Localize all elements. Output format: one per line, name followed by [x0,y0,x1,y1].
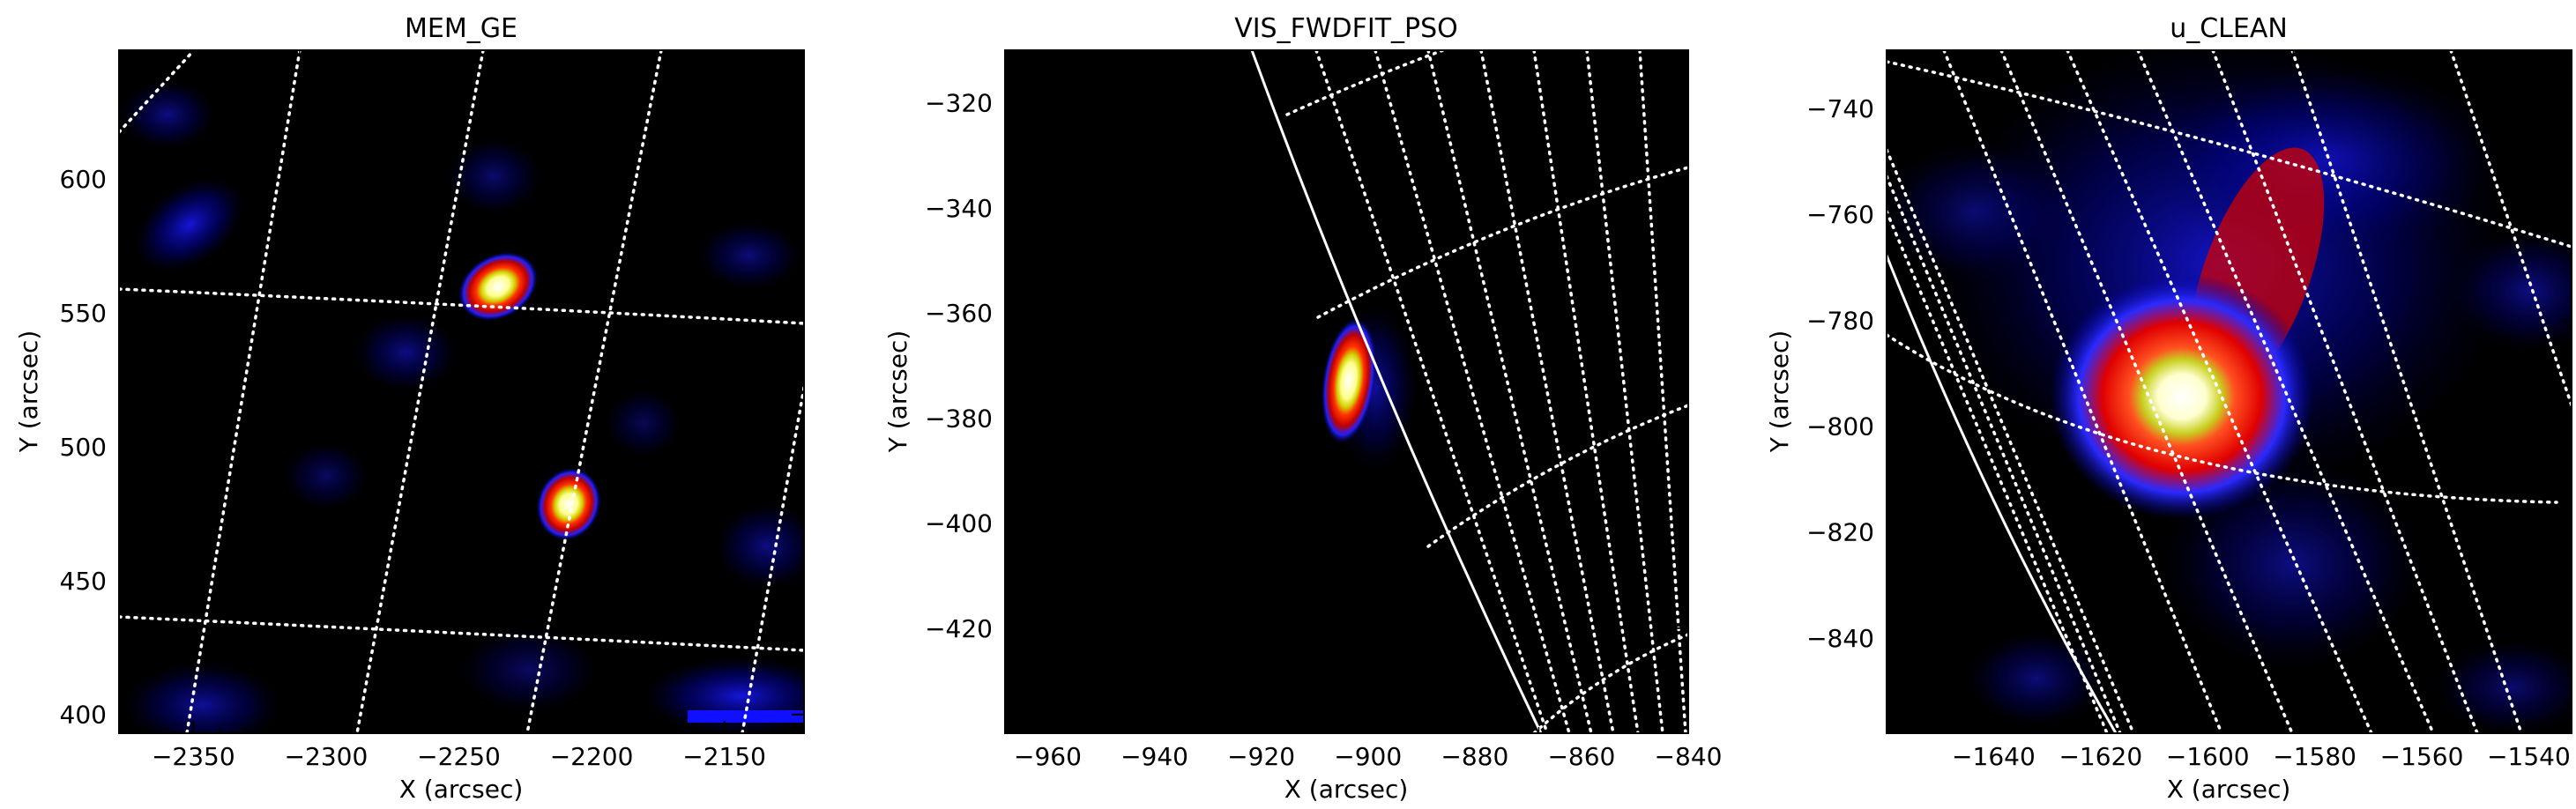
y-tick-label: −780 [1806,306,1874,335]
faint-emission [2151,62,2504,256]
x-tick-label: −1540 [2487,742,2571,771]
faint-emission [134,176,245,273]
y-tick-label: −840 [1806,624,1874,653]
faint-emission [696,220,802,291]
axes: −960 −940 −920 −900 −880 −860 −840 −320 −340 −360… [925,50,1722,771]
y-tick-label: −740 [1806,94,1874,123]
x-tick-label: −2300 [285,742,369,771]
panel-title: VIS_FWDFIT_PSO [1234,13,1458,44]
heliographic-grid [119,50,804,733]
x-axis-label: X (arcsec) [1284,775,1409,804]
image-area [1887,50,2572,733]
panel-title: MEM_GE [405,13,517,44]
x-tick-label: −2200 [550,742,634,771]
x-tick-label: −2250 [417,742,501,771]
y-tick-label: 500 [60,433,107,462]
faint-emission [2451,229,2572,353]
y-axis-label: Y (arcsec) [14,330,43,454]
y-tick-label: −820 [1806,518,1874,547]
y-tick-label: −340 [925,194,993,223]
y-tick-label: −360 [925,299,993,328]
y-tick-label: −760 [1806,200,1874,229]
x-tick-label: −1640 [1952,742,2036,771]
x-tick-label: −840 [1655,742,1723,771]
y-tick-label: −420 [925,614,993,643]
faint-emission [445,137,542,216]
source-2 [536,467,601,541]
faint-emission [353,313,458,392]
solar-limb [1887,255,2118,733]
x-tick-label: −880 [1441,742,1508,771]
x-tick-label: −920 [1227,742,1295,771]
x-tick-label: −900 [1334,742,1402,771]
source-1 [2050,273,2314,520]
image-area [119,50,804,733]
y-tick-label: 600 [60,165,107,194]
image-area [1005,50,1688,733]
y-tick-label: 450 [60,567,107,596]
x-axis-label: X (arcsec) [2167,775,2291,804]
panel-title: u_CLEAN [2170,13,2288,44]
y-tick-label: 550 [60,299,107,328]
y-tick-label: −400 [925,509,993,538]
y-tick-label: −800 [1806,412,1874,442]
faint-emission [123,661,282,733]
source-1 [458,251,539,322]
faint-emission [1887,141,2072,282]
heliographic-grid [1887,50,2572,733]
x-tick-label: −860 [1547,742,1615,771]
x-tick-label: −1620 [2059,742,2142,771]
faint-emission [644,657,804,733]
solar-limb [1250,50,1543,733]
y-tick-label: 400 [60,701,107,730]
x-tick-label: −1560 [2380,742,2464,771]
source-1 [1321,317,1377,444]
panel-mem-ge: MEM_GE [14,13,805,804]
heliographic-grid [1285,50,1688,733]
faint-emission [604,388,683,458]
y-tick-label: −380 [925,404,993,433]
faint-emission [282,441,370,511]
panel-vis-fwdfit-pso: VIS_FWDFIT_PSO −960 −940 −920 −900 −8 [883,13,1722,804]
plot-frame [118,49,805,734]
y-tick-label: −320 [925,89,993,118]
x-tick-label: −940 [1120,742,1188,771]
faint-emission [714,502,804,590]
axes: −2350 −2300 −2250 −2200 −2150 400 450 500 550 600 [60,50,805,771]
faint-emission [119,79,216,150]
x-tick-label: −960 [1014,742,1082,771]
axes: −1640 −1620 −1600 −1580 −1560 −1540 −740 −760 −7… [1806,50,2572,771]
x-tick-label: −1580 [2273,742,2356,771]
x-tick-label: −1600 [2166,742,2250,771]
faint-emission [458,626,599,714]
x-axis-label: X (arcsec) [399,775,524,804]
y-axis-label: Y (arcsec) [883,330,912,454]
x-tick-label: −2350 [152,742,235,771]
y-axis-label: Y (arcsec) [1765,330,1794,454]
x-tick-label: −2150 [682,742,766,771]
panel-u-clean: u_CLEAN [1765,13,2572,804]
